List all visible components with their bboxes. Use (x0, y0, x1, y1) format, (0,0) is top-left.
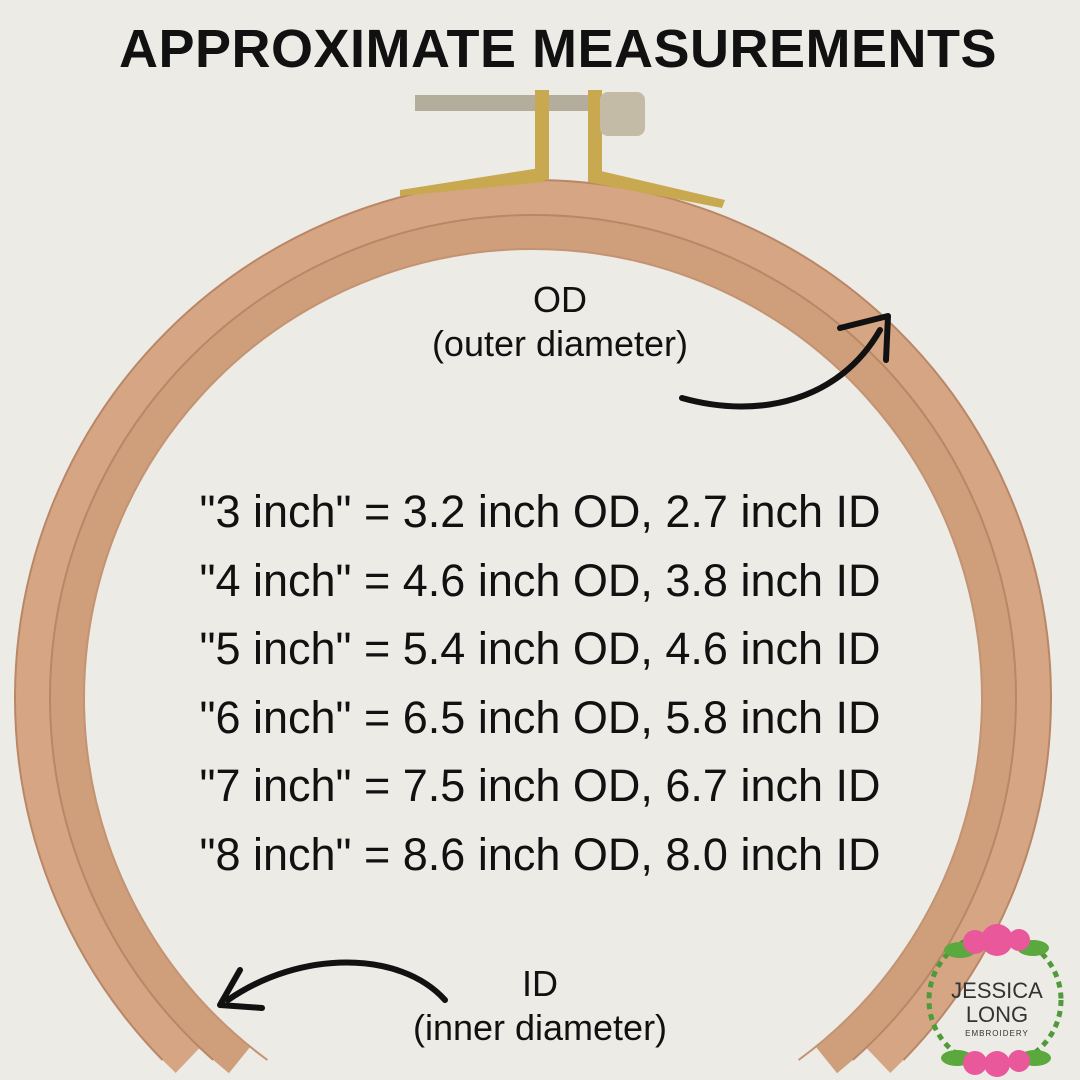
hoop-ring-edge (83, 247, 983, 1061)
measurement-line: "8 inch" = 8.6 inch OD, 8.0 inch ID (199, 828, 881, 880)
id-label: ID (inner diameter) (370, 962, 710, 1050)
hoop-screw (400, 90, 725, 208)
measurement-line: "5 inch" = 5.4 inch OD, 4.6 inch ID (199, 623, 881, 674)
logo-text: LONG (966, 1002, 1028, 1027)
id-arrow-icon (225, 959, 448, 1003)
od-arrow-icon (679, 327, 883, 410)
id-abbr: ID (522, 963, 558, 1004)
hoop-ring-edge (49, 214, 1017, 1061)
measurement-line: "7 inch" = 7.5 inch OD, 6.7 inch ID (199, 760, 881, 811)
measurement-line: "4 inch" = 4.6 inch OD, 3.8 inch ID (199, 554, 881, 606)
id-full: (inner diameter) (412, 1007, 668, 1048)
page-title: APPROXIMATE MEASUREMENTS (118, 19, 998, 79)
logo-text: JESSICA (951, 978, 1043, 1003)
od-abbr: OD (533, 279, 587, 320)
measurement-line: "3 inch" = 3.2 inch OD, 2.7 inch ID (199, 486, 881, 537)
hoop-outer-ring (15, 180, 1051, 1074)
logo-text: EMBROIDERY (965, 1029, 1029, 1038)
od-arrowhead-icon (837, 313, 891, 363)
id-arrowhead-icon (217, 967, 265, 1011)
od-full: (outer diameter) (431, 323, 689, 364)
measurement-list: "3 inch" = 3.2 inch OD, 2.7 inch ID "4 i… (140, 478, 940, 889)
hoop-inner-ring (50, 214, 1016, 1074)
od-label: OD (outer diameter) (400, 278, 720, 366)
jessica-long-embroidery-logo: JESSICA LONG EMBROIDERY (926, 924, 1064, 1077)
measurement-line: "6 inch" = 6.5 inch OD, 5.8 inch ID (199, 691, 881, 743)
